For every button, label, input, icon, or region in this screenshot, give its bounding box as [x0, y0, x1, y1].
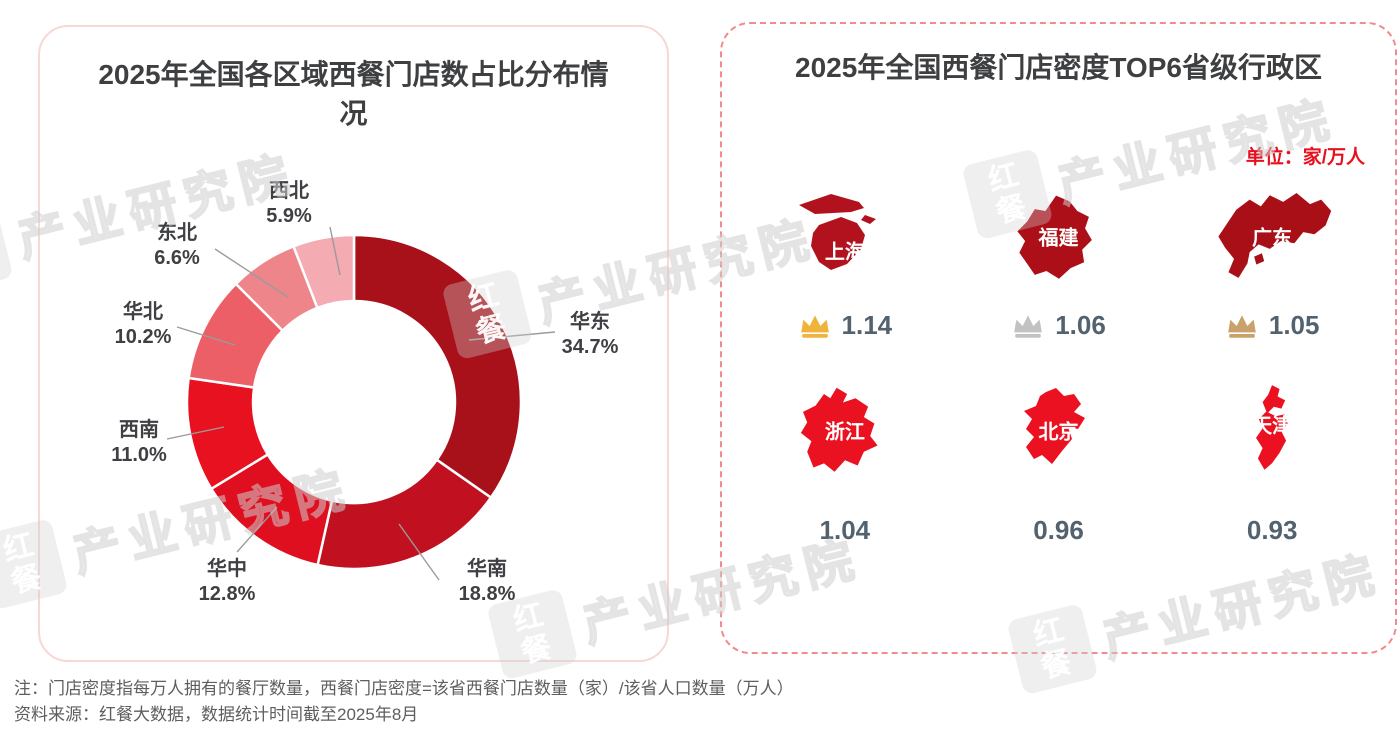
leader-line-huabei [176, 326, 236, 346]
province-card-guangdong: 广东 1.05 [1165, 182, 1379, 341]
donut-label-huazhong: 华中 12.8% [198, 558, 256, 605]
leader-line-huadong [468, 331, 556, 341]
province-name-label: 上海 [824, 241, 865, 264]
donut-label-dongbei: 东北 6.6% [154, 222, 200, 269]
province-grid: 上海 1.14 [738, 182, 1379, 546]
province-name-label: 广东 [1252, 227, 1293, 250]
donut-chart [166, 226, 556, 581]
donut-label-huanan: 华南 18.8% [458, 558, 516, 605]
density-value: 1.05 [1268, 310, 1320, 340]
donut-segment-华东 [352, 233, 523, 500]
province-card-tianjin: 天津 0.93 [1165, 367, 1379, 546]
province-card-fujian: 福建 1.06 [952, 182, 1166, 341]
fujian-map-icon [1017, 195, 1093, 279]
leader-line-huazhong [236, 506, 278, 553]
density-value: 1.06 [1055, 310, 1106, 340]
density-top6-panel: 2025年全国西餐门店密度TOP6省级行政区 单位：家/万人 上海 [720, 22, 1397, 654]
guangdong-map-icon [1218, 192, 1332, 278]
leader-lines [166, 226, 556, 581]
leader-line-xinan [166, 426, 225, 440]
density-value: 1.04 [819, 515, 871, 545]
density-value: 1.14 [841, 310, 893, 340]
density-panel-title: 2025年全国西餐门店密度TOP6省级行政区 [795, 52, 1322, 83]
unit-label: 单位：家/万人 [1245, 147, 1365, 168]
province-card-zhejiang: 浙江 1.04 [738, 367, 952, 546]
donut-chart-title: 2025年全国各区域西餐门店数占比分布情况 [98, 59, 609, 130]
leader-line-huanan [398, 523, 440, 581]
zhejiang-map-icon [800, 387, 878, 472]
donut-label-huabei: 华北 10.2% [114, 301, 172, 348]
leader-line-dongbei [214, 248, 289, 298]
region-share-panel: 2025年全国各区域西餐门店数占比分布情况 西北 5.9% 东北 6.6% 华北… [38, 25, 669, 662]
footnote-source: 资料来源：红餐大数据，数据统计时间截至2025年8月 [14, 705, 419, 724]
hongcan-logo-icon: 红餐 [0, 203, 14, 296]
beijing-map-icon [1024, 388, 1086, 464]
province-name-label: 福建 [1038, 227, 1079, 250]
donut-label-xibei: 西北 5.9% [266, 180, 312, 227]
province-card-beijing: 北京 0.96 [952, 367, 1166, 546]
footnote-definition: 注：门店密度指每万人拥有的餐厅数量，西餐门店密度=该省西餐门店数量（家）/该省人… [14, 679, 794, 698]
leader-line-xibei [329, 226, 341, 276]
province-name-label: 北京 [1038, 421, 1079, 444]
donut-label-huadong: 华东 34.7% [561, 311, 619, 358]
province-card-shanghai: 上海 1.14 [738, 182, 952, 341]
shanghai-map-icon [798, 194, 876, 270]
density-value: 0.96 [1033, 515, 1084, 545]
tianjin-map-icon [1256, 385, 1289, 470]
province-name-label: 浙江 [824, 421, 865, 444]
donut-segment-西北 [291, 233, 356, 310]
gold-crown-icon [800, 314, 829, 338]
bronze-crown-icon [1228, 314, 1256, 338]
density-value: 0.93 [1246, 515, 1298, 545]
province-name-label: 天津 [1252, 415, 1293, 438]
donut-label-xinan: 西南 11.0% [111, 419, 167, 466]
silver-crown-icon [1014, 314, 1042, 338]
